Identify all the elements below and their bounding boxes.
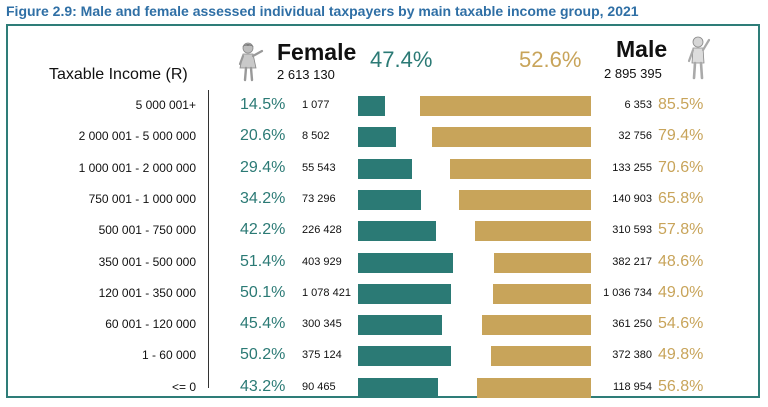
male-bar [432,127,591,148]
category-divider [208,90,209,388]
female-count-label: 55 543 [302,161,336,174]
male-percent-label: 49.8% [658,346,704,364]
male-percent-label: 85.5% [658,96,704,113]
female-percent-label: 43.2% [240,377,286,395]
female-percent-label: 50.2% [240,346,286,364]
female-bar [358,315,442,336]
male-bar [477,377,591,398]
male-count-label: 6 353 [624,99,652,111]
female-percent-label: 51.4% [240,252,286,270]
female-count-label: 1 078 421 [302,286,351,299]
male-count-label: 140 903 [612,192,652,205]
male-bar [493,252,591,273]
chart-row: 5 000 001+ 14.5% 1 077 6 353 85.5% [0,90,768,122]
male-count-label: 372 380 [612,349,652,362]
male-percent-label: 70.6% [658,158,704,176]
female-bar [358,189,422,210]
male-percent-label: 56.8% [658,377,704,395]
male-percent-label: 79.4% [658,127,704,145]
chart-row: 2 000 001 - 5 000 000 20.6% 8 502 32 756 79.… [0,121,768,153]
male-bar [459,189,591,210]
male-bar [475,221,591,242]
female-percent-label: 29.4% [240,158,286,176]
income-axis-label: Taxable Income (R) [49,66,188,83]
chart-row: 120 001 - 350 000 50.1% 1 078 421 1 036 734… [0,278,768,310]
female-legend-label: Female [277,39,357,65]
chart-row: 350 001 - 500 000 51.4% 403 929 382 217 48.6… [0,247,768,279]
figure-title: Figure 2.9: Male and female assessed ind… [6,3,639,19]
female-bar [358,252,454,273]
category-label: 5 000 001+ [135,98,196,112]
male-count-label: 118 954 [613,380,652,393]
male-bar [493,283,591,304]
male-legend-label: Male [616,36,668,62]
male-percent-label: 54.6% [658,315,704,333]
female-percent-label: 50.1% [240,283,286,301]
female-bar [358,377,438,398]
category-label: 500 001 - 750 000 [98,223,196,238]
chart-row: 60 001 - 120 000 45.4% 300 345 361 250 54.6% [0,309,768,341]
female-percent-label: 42.2% [240,221,286,239]
female-count-label: 300 345 [302,318,342,331]
chart-row: 1 - 60 000 50.2% 375 124 372 380 49.8% [0,340,768,372]
female-count-label: 375 124 [302,349,342,362]
category-label: 750 001 - 1 000 000 [88,191,196,206]
male-count-label: 133 255 [612,161,652,174]
category-label: 120 001 - 350 000 [98,285,196,300]
category-label: 350 001 - 500 000 [98,254,196,269]
male-bar [491,346,591,367]
female-bar [358,158,413,179]
male-count-label: 310 593 [612,224,652,237]
chart-row: 750 001 - 1 000 000 34.2% 73 296 140 903 65.… [0,184,768,216]
male-bar [420,96,591,116]
female-bar [358,96,385,116]
male-percent-label: 49.0% [658,283,704,301]
female-percent-label: 45.4% [240,315,286,333]
male-count-label: 382 217 [612,255,652,268]
male-total: 2 895 395 [604,66,662,81]
chart-row: 500 001 - 750 000 42.2% 226 428 310 593 57.8… [0,215,768,247]
male-figure-icon [687,36,711,80]
female-count-label: 90 465 [302,380,336,393]
female-count-label: 403 929 [302,255,342,268]
female-bar [358,346,451,367]
male-percent-label: 48.6% [658,252,704,270]
male-count-label: 32 756 [618,130,652,143]
category-label: 1 - 60 000 [141,348,196,363]
male-count-label: 1 036 734 [603,286,652,299]
female-bar [358,221,437,242]
female-bar [358,127,397,148]
female-percent-label: 34.2% [240,189,286,207]
chart-row: 1 000 001 - 2 000 000 29.4% 55 543 133 255 7… [0,153,768,185]
male-bar [481,315,591,336]
female-count-label: 226 428 [302,224,342,237]
category-label: 60 001 - 120 000 [105,317,196,332]
female-bar [358,283,451,304]
female-percent-label: 14.5% [240,96,286,113]
female-figure-icon [238,42,264,82]
category-label: <= 0 [171,379,196,394]
chart-row: <= 0 43.2% 90 465 118 954 56.8% [0,372,768,404]
male-count-label: 361 250 [612,318,652,331]
male-bar [449,158,591,179]
female-count-label: 8 502 [302,130,330,143]
male-percent-label: 57.8% [658,221,704,239]
female-total: 2 613 130 [277,67,335,82]
male-share: 52.6% [519,47,582,72]
female-count-label: 73 296 [302,192,336,205]
category-label: 1 000 001 - 2 000 000 [78,160,196,175]
male-percent-label: 65.8% [658,189,704,207]
category-label: 2 000 001 - 5 000 000 [78,129,196,144]
female-percent-label: 20.6% [240,127,286,145]
female-count-label: 1 077 [302,99,330,111]
female-share: 47.4% [370,47,433,72]
